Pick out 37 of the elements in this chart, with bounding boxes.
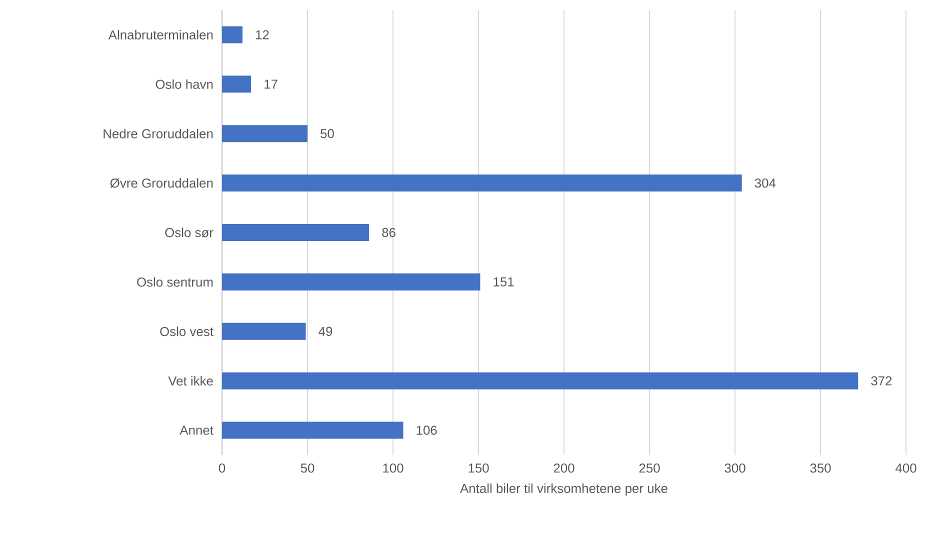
bar — [222, 422, 404, 439]
x-tick-label: 400 — [895, 464, 916, 473]
bar — [222, 76, 252, 93]
bar — [222, 273, 480, 290]
x-tick-label: 50 — [300, 464, 314, 473]
data-label: 106 — [416, 426, 437, 435]
y-tick-label: Øvre Groruddalen — [110, 178, 213, 188]
x-tick-label: 0 — [218, 464, 226, 473]
data-label: 12 — [256, 30, 269, 40]
bar — [222, 174, 742, 192]
data-label: 151 — [494, 277, 514, 286]
y-tick-label: Nedre Groruddalen — [104, 128, 213, 138]
x-tick-label: 350 — [810, 464, 831, 473]
data-label: 372 — [871, 376, 892, 386]
data-label: 304 — [754, 178, 776, 188]
bar — [222, 322, 306, 340]
y-tick-label: Annet — [180, 426, 214, 435]
x-tick-label: 200 — [554, 464, 574, 473]
y-tick-label: Oslo vest — [160, 326, 214, 336]
x-tick-label: 250 — [639, 464, 660, 473]
data-label: 49 — [318, 326, 332, 336]
y-tick-label: Oslo havn — [156, 79, 213, 89]
data-label: 17 — [264, 80, 278, 89]
y-tick-label: Oslo sør — [165, 228, 214, 238]
data-label: 86 — [382, 228, 396, 238]
x-tick-label: 300 — [724, 464, 746, 473]
data-label: 50 — [320, 129, 334, 138]
y-tick-label: Oslo sentrum — [137, 277, 213, 287]
y-tick-label: Vet ikke — [168, 376, 213, 386]
y-tick-label: Alnabruterminalen — [108, 30, 213, 40]
bar — [222, 125, 308, 142]
x-tick-label: 100 — [383, 464, 404, 473]
bar — [222, 372, 858, 390]
bar — [222, 224, 370, 241]
bar — [222, 26, 243, 44]
x-axis-title: Antall biler til virksomhetene per uke — [460, 484, 668, 496]
x-tick-label: 150 — [468, 464, 489, 473]
